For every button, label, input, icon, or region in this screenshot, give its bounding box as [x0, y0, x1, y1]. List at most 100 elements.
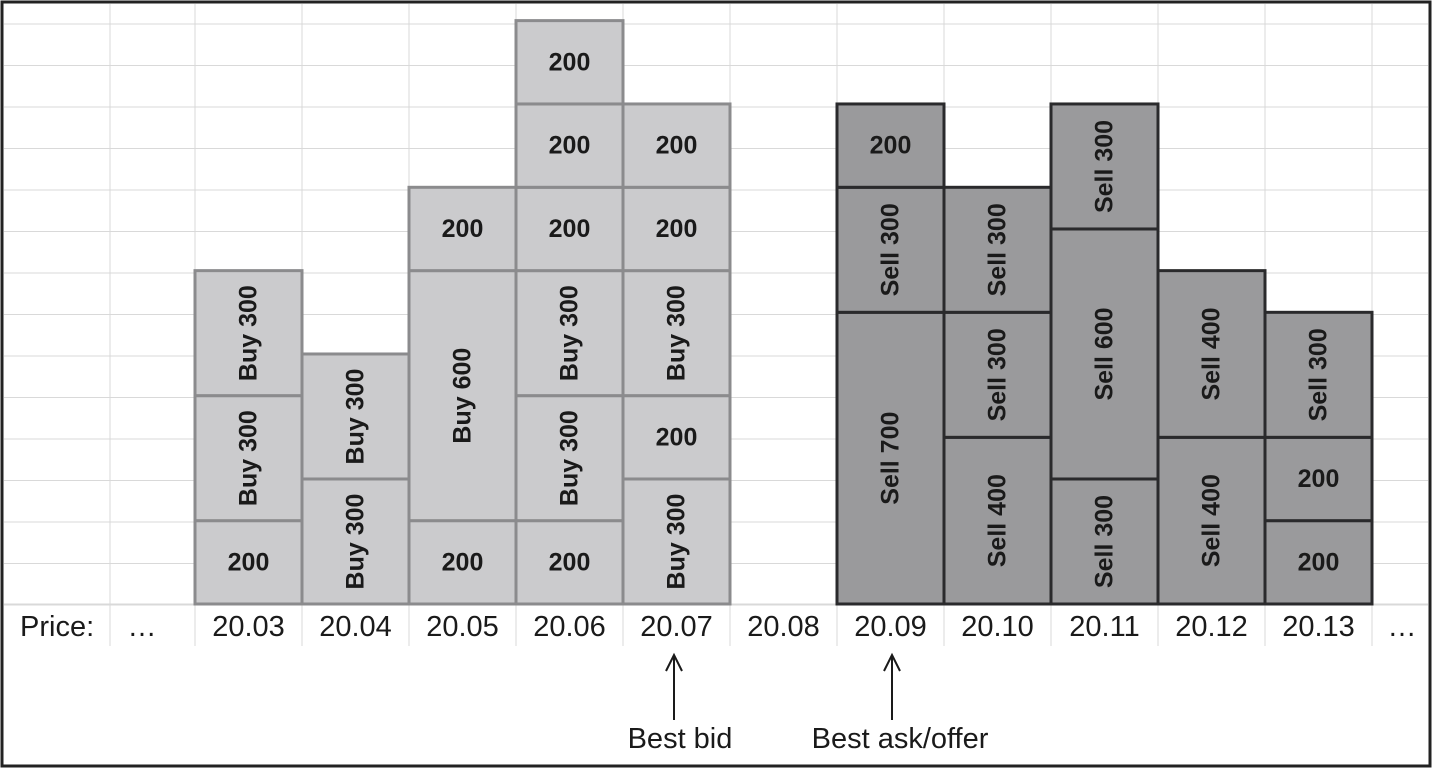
order-rect [621, 185, 732, 273]
order-label: Buy 300 [663, 285, 691, 381]
buy-order-block: Buy 300 [193, 394, 304, 523]
order-label: 200 [549, 132, 591, 160]
sell-order-block: Sell 300 [1263, 310, 1374, 439]
order-label: Buy 300 [556, 285, 584, 381]
price-label: 20.10 [961, 611, 1034, 643]
order-label: Buy 300 [235, 285, 263, 381]
price-label: 20.13 [1282, 611, 1355, 643]
price-axis: Price: … … 20.03 20.04 20.05 20.06 20.07 20.0… [20, 611, 1417, 643]
order-rect [193, 269, 304, 398]
buy-order-block: 200 [407, 185, 518, 273]
order-label: 200 [656, 132, 698, 160]
sell-order-block: Sell 300 [942, 185, 1053, 314]
order-label: 200 [549, 548, 591, 576]
order-label: 200 [656, 423, 698, 451]
sell-order-block: 200 [1263, 435, 1374, 523]
order-rect [514, 102, 625, 189]
price-label: 20.09 [854, 611, 927, 643]
sell-order-block: Sell 300 [1049, 102, 1160, 231]
order-rect [407, 185, 518, 273]
order-label: Sell 600 [1091, 307, 1119, 400]
sell-order-block: Sell 400 [1156, 269, 1267, 439]
sell-order-block: Sell 300 [1049, 477, 1160, 606]
sell-order-block: Sell 400 [942, 435, 1053, 606]
price-axis-label: Price: [20, 611, 94, 643]
order-label: Sell 300 [877, 203, 905, 296]
order-rect [835, 102, 946, 189]
order-label: Sell 300 [1091, 120, 1119, 213]
best-bid-label: Best bid [628, 723, 733, 755]
order-label: Sell 300 [984, 328, 1012, 421]
order-label: 200 [549, 215, 591, 243]
buy-order-block: Buy 600 [407, 269, 518, 523]
order-rect [1263, 310, 1374, 439]
order-label: Sell 400 [984, 474, 1012, 567]
price-label: 20.08 [747, 611, 820, 643]
order-label: 200 [1298, 548, 1340, 576]
order-rect [621, 394, 732, 481]
buy-order-block: Buy 300 [621, 477, 732, 606]
order-label: 200 [228, 548, 270, 576]
sell-order-block: 200 [1263, 519, 1374, 606]
sell-order-block: Sell 600 [1049, 227, 1160, 481]
order-rect [193, 394, 304, 523]
order-label: Sell 300 [1091, 495, 1119, 588]
price-label: 20.12 [1175, 611, 1248, 643]
order-rect [1049, 227, 1160, 481]
order-label: 200 [442, 548, 484, 576]
order-rect [1263, 435, 1374, 523]
buy-order-block: 200 [514, 102, 625, 189]
order-rect [514, 185, 625, 273]
order-rect [835, 310, 946, 606]
order-rect [407, 519, 518, 606]
order-rect [1049, 102, 1160, 231]
annotations: Best bid Best ask/offer [628, 652, 989, 755]
order-label: 200 [549, 48, 591, 76]
order-label: 200 [656, 215, 698, 243]
order-label: 200 [1298, 465, 1340, 493]
order-rect [621, 102, 732, 189]
order-rect [942, 435, 1053, 606]
price-label: 20.07 [640, 611, 713, 643]
order-rect [514, 394, 625, 523]
best-bid-arrowhead [665, 652, 683, 672]
price-label: 20.05 [426, 611, 499, 643]
order-rect [1156, 435, 1267, 606]
order-label: Sell 300 [1305, 328, 1333, 421]
order-label: Sell 400 [1198, 307, 1226, 400]
buy-order-block: Buy 300 [514, 269, 625, 398]
right-ellipsis: … [1388, 611, 1417, 643]
left-ellipsis: … [128, 611, 157, 643]
sell-order-block: Sell 400 [1156, 435, 1267, 606]
order-rect [942, 185, 1053, 314]
sell-order-block: 200 [835, 102, 946, 189]
order-label: Buy 300 [235, 410, 263, 506]
buy-order-block: Buy 300 [621, 269, 732, 398]
order-label: Buy 300 [556, 410, 584, 506]
order-rect [514, 519, 625, 606]
order-label: Sell 700 [877, 412, 905, 505]
buy-order-block: 200 [621, 185, 732, 273]
order-label: Buy 300 [663, 494, 691, 590]
sell-order-block: Sell 300 [942, 310, 1053, 439]
buy-order-block: Buy 300 [300, 352, 411, 481]
sell-order-block: Sell 300 [835, 185, 946, 314]
order-rect [1263, 519, 1374, 606]
price-label: 20.04 [319, 611, 392, 643]
price-label: 20.11 [1069, 611, 1139, 643]
order-label: 200 [442, 215, 484, 243]
order-label: Buy 300 [342, 369, 370, 465]
buy-order-block: 200 [514, 519, 625, 606]
sell-order-block: Sell 700 [835, 310, 946, 606]
order-label: Buy 600 [449, 348, 477, 444]
buy-order-block: 200 [621, 102, 732, 189]
order-rect [514, 19, 625, 106]
buy-order-block: 200 [514, 19, 625, 106]
buy-order-block: Buy 300 [300, 477, 411, 606]
order-label: 200 [870, 132, 912, 160]
best-ask-arrowhead [883, 652, 901, 672]
price-label: 20.06 [533, 611, 606, 643]
order-label: Buy 300 [342, 494, 370, 590]
price-label: 20.03 [212, 611, 285, 643]
